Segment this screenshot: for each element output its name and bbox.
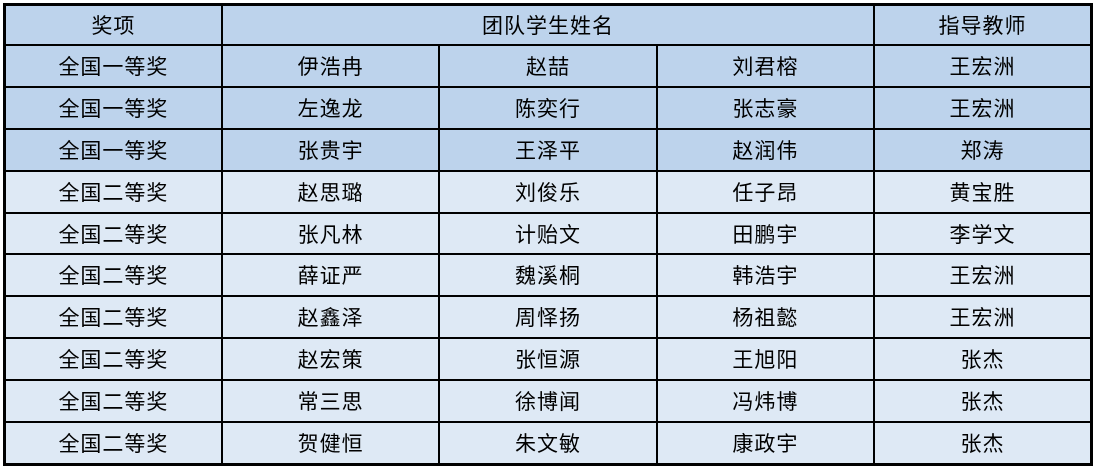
student-cell: 赵鑫泽 <box>220 295 441 340</box>
advisor-cell: 李学文 <box>873 211 1093 256</box>
table-row: 全国二等奖 赵思璐 刘俊乐 任子昂 黄宝胜 <box>3 169 1093 214</box>
table-row: 全国一等奖 左逸龙 陈奕行 张志豪 王宏洲 <box>3 85 1093 130</box>
student-cell: 徐博闻 <box>438 379 658 424</box>
student-cell: 赵思璐 <box>220 169 441 214</box>
student-cell: 赵润伟 <box>655 127 876 172</box>
award-cell: 全国一等奖 <box>3 85 223 130</box>
table-row: 全国二等奖 薛证严 魏溪桐 韩浩宇 王宏洲 <box>3 253 1093 298</box>
award-cell: 全国二等奖 <box>3 337 223 382</box>
student-cell: 任子昂 <box>655 169 876 214</box>
header-team-students: 团队学生姓名 <box>220 3 876 46</box>
header-advisor: 指导教师 <box>873 3 1093 46</box>
table-row: 全国二等奖 贺健恒 朱文敏 康政宇 张杰 <box>3 421 1093 466</box>
advisor-cell: 王宏洲 <box>873 295 1093 340</box>
table-row: 全国一等奖 张贵宇 王泽平 赵润伟 郑涛 <box>3 127 1093 172</box>
award-cell: 全国二等奖 <box>3 295 223 340</box>
student-cell: 刘俊乐 <box>438 169 658 214</box>
table-row: 全国二等奖 赵鑫泽 周怿扬 杨祖懿 王宏洲 <box>3 295 1093 340</box>
student-cell: 薛证严 <box>220 253 441 298</box>
student-cell: 田鹏宇 <box>655 211 876 256</box>
student-cell: 冯炜博 <box>655 379 876 424</box>
table-row: 全国二等奖 常三思 徐博闻 冯炜博 张杰 <box>3 379 1093 424</box>
advisor-cell: 王宏洲 <box>873 85 1093 130</box>
student-cell: 魏溪桐 <box>438 253 658 298</box>
award-cell: 全国一等奖 <box>3 127 223 172</box>
student-cell: 朱文敏 <box>438 421 658 466</box>
student-cell: 王旭阳 <box>655 337 876 382</box>
student-cell: 陈奕行 <box>438 85 658 130</box>
student-cell: 杨祖懿 <box>655 295 876 340</box>
student-cell: 左逸龙 <box>220 85 441 130</box>
student-cell: 康政宇 <box>655 421 876 466</box>
advisor-cell: 张杰 <box>873 337 1093 382</box>
award-cell: 全国二等奖 <box>3 169 223 214</box>
award-cell: 全国一等奖 <box>3 44 223 88</box>
advisor-cell: 王宏洲 <box>873 44 1093 88</box>
student-cell: 张贵宇 <box>220 127 441 172</box>
student-cell: 张凡林 <box>220 211 441 256</box>
student-cell: 张恒源 <box>438 337 658 382</box>
award-table-body: 全国一等奖 伊浩冉 赵喆 刘君榕 王宏洲 全国一等奖 左逸龙 陈奕行 张志豪 王宏洲 全国一等奖 张贵… <box>3 44 1093 466</box>
award-table: 奖项 团队学生姓名 指导教师 全国一等奖 伊浩冉 赵喆 刘君榕 王宏洲 全国一等奖 左逸龙陈… <box>3 3 1093 466</box>
student-cell: 常三思 <box>220 379 441 424</box>
header-award: 奖项 <box>3 3 223 46</box>
student-cell: 赵宏策 <box>220 337 441 382</box>
student-cell: 周怿扬 <box>438 295 658 340</box>
student-cell: 赵喆 <box>438 44 658 88</box>
award-cell: 全国二等奖 <box>3 211 223 256</box>
table-row: 全国二等奖 张凡林 计贻文 田鹏宇 李学文 <box>3 211 1093 256</box>
student-cell: 韩浩宇 <box>655 253 876 298</box>
award-cell: 全国二等奖 <box>3 421 223 466</box>
student-cell: 伊浩冉 <box>220 44 441 88</box>
table-row: 全国一等奖 伊浩冉 赵喆 刘君榕 王宏洲 <box>3 44 1093 88</box>
header-row: 奖项 团队学生姓名 指导教师 <box>3 3 1093 46</box>
student-cell: 张志豪 <box>655 85 876 130</box>
award-cell: 全国二等奖 <box>3 253 223 298</box>
table-row: 全国二等奖 赵宏策 张恒源 王旭阳 张杰 <box>3 337 1093 382</box>
student-cell: 王泽平 <box>438 127 658 172</box>
advisor-cell: 张杰 <box>873 421 1093 466</box>
advisor-cell: 张杰 <box>873 379 1093 424</box>
advisor-cell: 郑涛 <box>873 127 1093 172</box>
student-cell: 计贻文 <box>438 211 658 256</box>
award-cell: 全国二等奖 <box>3 379 223 424</box>
student-cell: 贺健恒 <box>220 421 441 466</box>
advisor-cell: 王宏洲 <box>873 253 1093 298</box>
student-cell: 刘君榕 <box>655 44 876 88</box>
advisor-cell: 黄宝胜 <box>873 169 1093 214</box>
